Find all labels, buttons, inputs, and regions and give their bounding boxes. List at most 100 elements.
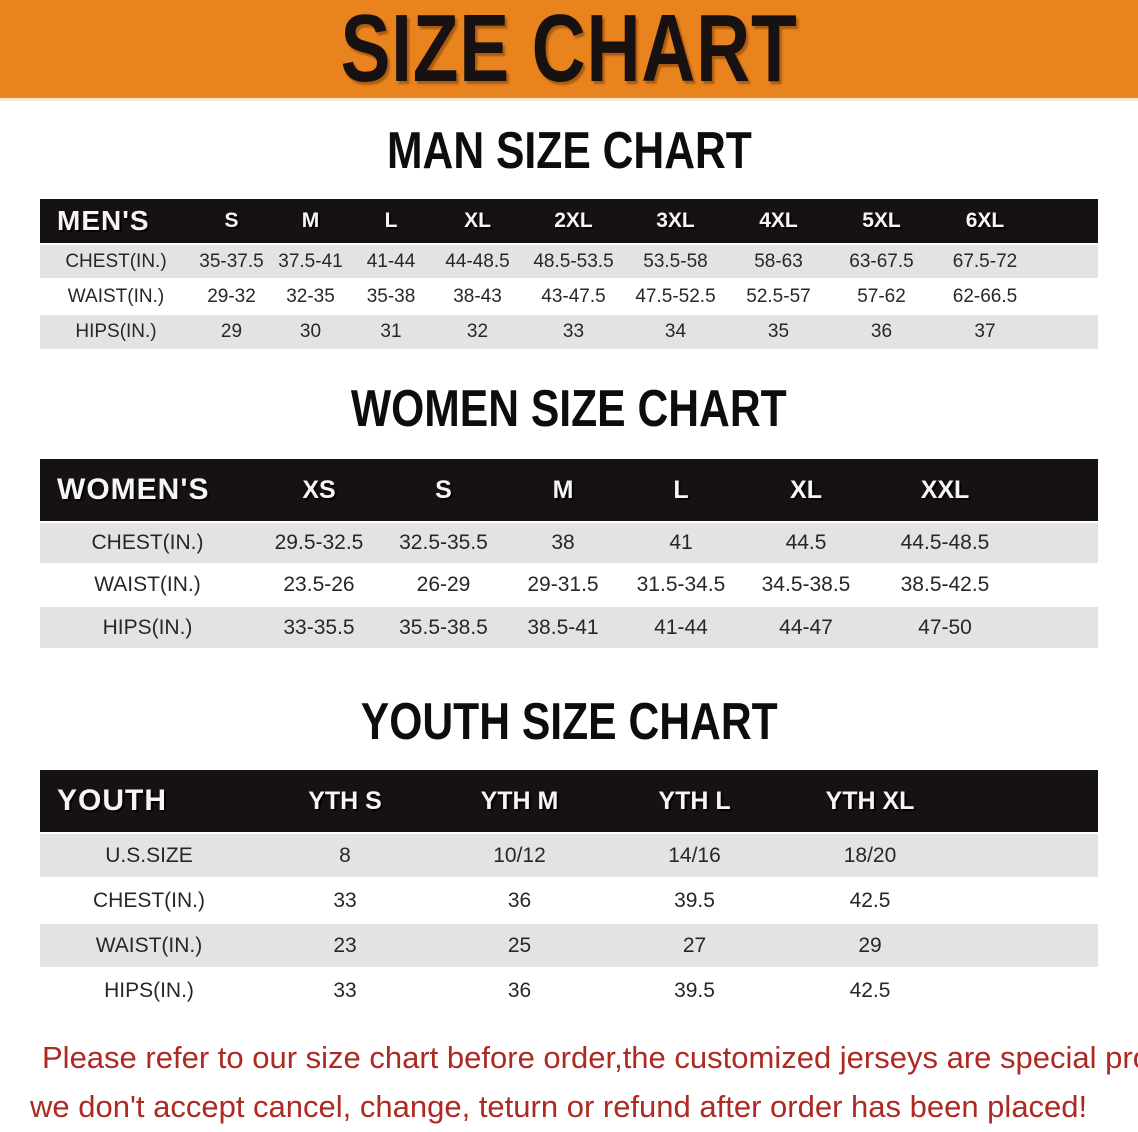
size-value-cell: 31 [350, 313, 432, 349]
table-row: CHEST(IN.) 33 36 39.5 42.5 [40, 877, 1098, 923]
size-value-cell: 52.5-57 [727, 278, 830, 314]
banner: SIZE CHART [0, 0, 1138, 101]
disclaimer-line: Please refer to our size chart before or… [42, 1040, 1138, 1075]
size-value-cell: 48.5-53.5 [523, 243, 624, 279]
size-value-cell: 67.5-72 [933, 243, 1037, 279]
size-value-cell: 33 [258, 877, 432, 923]
size-value-cell: 38.5-41 [504, 605, 622, 648]
size-value-spacer [1018, 563, 1098, 606]
size-value-cell: 41-44 [622, 605, 740, 648]
size-value-cell: 32-35 [271, 278, 350, 314]
section-youth: YOUTH SIZE CHART YOUTH YTH S YTH M YTH L… [0, 696, 1138, 1013]
youth-table-body: U.S.SIZE 8 10/12 14/16 18/20 CHEST(IN.) … [40, 832, 1098, 1013]
column-header-cell: XL [432, 199, 523, 244]
size-value-spacer [1037, 278, 1098, 314]
size-value-cell: 35.5-38.5 [383, 605, 504, 648]
column-header-cell: XXL [872, 459, 1018, 522]
column-header-cell: M [271, 199, 350, 244]
size-value-spacer [958, 922, 1098, 968]
size-value-cell: 44.5 [740, 521, 872, 564]
size-value-cell: 34 [624, 313, 727, 349]
size-value-cell: 62-66.5 [933, 278, 1037, 314]
column-header-cell: 3XL [624, 199, 727, 244]
size-value-cell: 18/20 [782, 832, 958, 878]
size-value-cell: 39.5 [607, 877, 782, 923]
women-section-title-text: WOMEN SIZE CHART [351, 380, 787, 438]
banner-title: SIZE CHART [340, 0, 798, 102]
row-label-cell: HIPS(IN.) [40, 605, 255, 648]
size-value-cell: 30 [271, 313, 350, 349]
men-size-table: MEN'S S M L XL 2XL 3XL 4XL 5XL 6XL CHEST… [40, 199, 1098, 349]
size-value-cell: 41 [622, 521, 740, 564]
row-label-cell: HIPS(IN.) [40, 313, 192, 349]
size-value-spacer [958, 832, 1098, 878]
size-value-cell: 26-29 [383, 563, 504, 606]
table-row: WAIST(IN.) 23.5-26 26-29 29-31.5 31.5-34… [40, 563, 1098, 606]
size-value-cell: 29 [782, 922, 958, 968]
size-value-spacer [1018, 521, 1098, 564]
column-header-spacer [1018, 459, 1098, 522]
column-header-spacer [958, 770, 1098, 833]
table-row: HIPS(IN.) 29 30 31 32 33 34 35 36 37 [40, 313, 1098, 349]
table-row: CHEST(IN.) 35-37.5 37.5-41 41-44 44-48.5… [40, 243, 1098, 279]
row-label-cell: CHEST(IN.) [40, 877, 258, 923]
column-header-cell: 2XL [523, 199, 624, 244]
column-header-cell: 5XL [830, 199, 933, 244]
row-label-cell: WAIST(IN.) [40, 922, 258, 968]
size-value-cell: 34.5-38.5 [740, 563, 872, 606]
row-label-cell: CHEST(IN.) [40, 243, 192, 279]
size-value-cell: 47.5-52.5 [624, 278, 727, 314]
size-value-cell: 58-63 [727, 243, 830, 279]
column-header-cell: YTH M [432, 770, 607, 833]
size-value-cell: 29-32 [192, 278, 271, 314]
size-value-cell: 25 [432, 922, 607, 968]
size-value-cell: 41-44 [350, 243, 432, 279]
column-header-cell: S [192, 199, 271, 244]
column-header-cell: YTH S [258, 770, 432, 833]
size-value-cell: 38 [504, 521, 622, 564]
size-value-cell: 32 [432, 313, 523, 349]
size-value-spacer [1018, 605, 1098, 648]
column-header-cell: YTH L [607, 770, 782, 833]
column-header-cell: M [504, 459, 622, 522]
size-value-cell: 31.5-34.5 [622, 563, 740, 606]
size-value-cell: 36 [432, 877, 607, 923]
table-row: WAIST(IN.) 29-32 32-35 35-38 38-43 43-47… [40, 278, 1098, 314]
size-value-spacer [958, 967, 1098, 1013]
section-women: WOMEN SIZE CHART WOMEN'S XS S M L XL XXL [0, 383, 1138, 648]
size-value-cell: 33-35.5 [255, 605, 383, 648]
men-section-title: MAN SIZE CHART [0, 125, 1138, 177]
size-value-cell: 8 [258, 832, 432, 878]
size-value-cell: 38.5-42.5 [872, 563, 1018, 606]
table-row: WAIST(IN.) 23 25 27 29 [40, 922, 1098, 968]
size-value-spacer [958, 877, 1098, 923]
table-header-row: WOMEN'S XS S M L XL XXL [40, 459, 1098, 522]
size-value-cell: 37.5-41 [271, 243, 350, 279]
size-value-cell: 57-62 [830, 278, 933, 314]
row-label-cell: CHEST(IN.) [40, 521, 255, 564]
size-value-spacer [1037, 313, 1098, 349]
column-header-cell: YTH XL [782, 770, 958, 833]
size-value-cell: 35-37.5 [192, 243, 271, 279]
table-header-row: YOUTH YTH S YTH M YTH L YTH XL [40, 770, 1098, 833]
size-value-cell: 10/12 [432, 832, 607, 878]
size-value-cell: 39.5 [607, 967, 782, 1013]
column-header-cell: L [622, 459, 740, 522]
size-value-cell: 36 [830, 313, 933, 349]
column-header-spacer [1037, 199, 1098, 244]
men-section-title-text: MAN SIZE CHART [386, 122, 752, 180]
youth-corner-label: YOUTH [40, 770, 258, 833]
youth-section-title-text: YOUTH SIZE CHART [360, 693, 778, 751]
disclaimer-line: we don't accept cancel, change, teturn o… [30, 1089, 1088, 1124]
size-value-cell: 42.5 [782, 877, 958, 923]
column-header-cell: 6XL [933, 199, 1037, 244]
men-table-header: MEN'S S M L XL 2XL 3XL 4XL 5XL 6XL [40, 199, 1098, 244]
column-header-cell: XS [255, 459, 383, 522]
size-value-cell: 27 [607, 922, 782, 968]
size-value-cell: 23 [258, 922, 432, 968]
row-label-cell: WAIST(IN.) [40, 563, 255, 606]
size-value-cell: 44-47 [740, 605, 872, 648]
size-value-cell: 14/16 [607, 832, 782, 878]
size-value-cell: 47-50 [872, 605, 1018, 648]
